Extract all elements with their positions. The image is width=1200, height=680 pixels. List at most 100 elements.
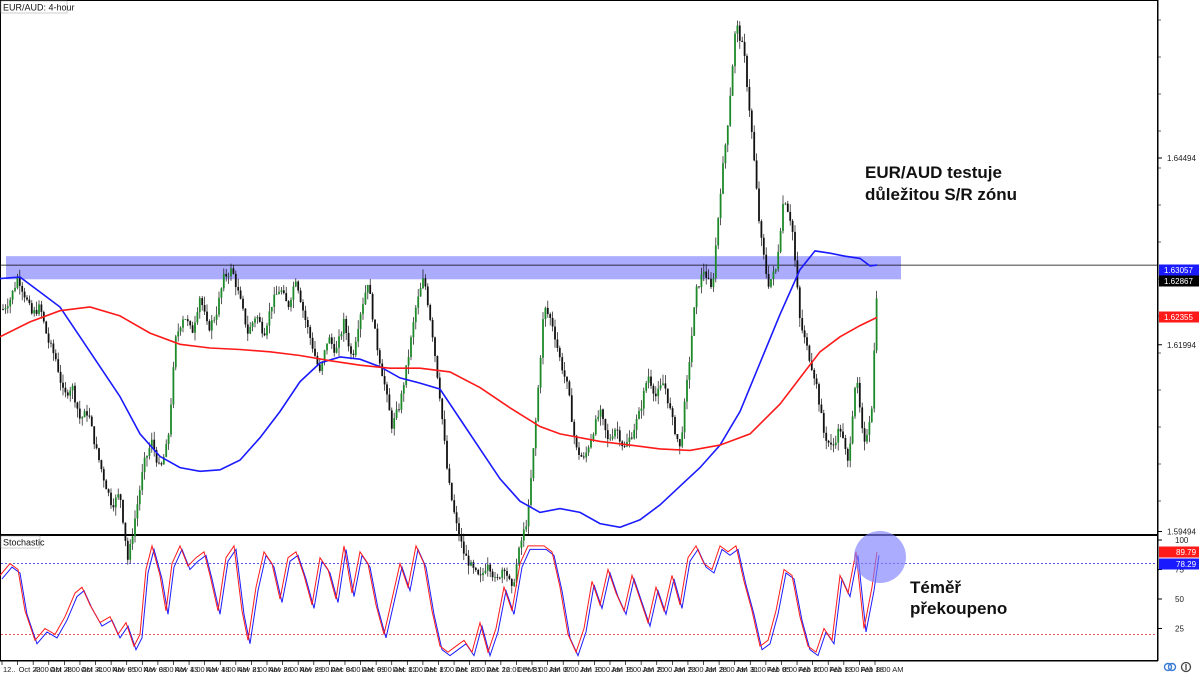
candle-body	[774, 269, 777, 272]
candle-body	[148, 448, 151, 456]
price-label-box	[1159, 311, 1199, 323]
candle-body	[743, 41, 746, 56]
x-tick-label: Jan 10	[580, 665, 603, 674]
candle-body	[11, 290, 14, 300]
candle-body	[570, 395, 573, 422]
candle-body	[273, 294, 276, 307]
candle-body	[196, 312, 199, 323]
candle-body	[342, 318, 345, 335]
candle-body	[834, 442, 837, 446]
candle-body	[628, 437, 631, 442]
candle-body	[30, 303, 33, 314]
candle-body	[78, 408, 81, 419]
candle-body	[40, 304, 43, 312]
candle-body	[18, 278, 21, 286]
candle-body	[762, 237, 765, 255]
candle-body	[614, 429, 616, 437]
candle-body	[753, 131, 756, 161]
candle-body	[477, 569, 480, 575]
candle-body	[429, 305, 432, 320]
candle-body	[215, 314, 218, 320]
candle-body	[62, 382, 64, 388]
candle-body	[292, 286, 295, 300]
link-icon[interactable]	[1163, 662, 1177, 672]
candle-body	[623, 446, 626, 447]
candle-body	[714, 245, 717, 279]
candle-body	[450, 482, 453, 501]
candle-body	[335, 347, 338, 353]
candle-body	[573, 421, 576, 436]
title-box	[0, 0, 68, 14]
candle-body	[746, 55, 748, 87]
x-tick-label: Jan 07	[549, 665, 572, 674]
candle-body	[678, 439, 681, 447]
candle-body	[856, 382, 859, 388]
candle-body	[741, 40, 744, 42]
candle-body	[189, 321, 192, 326]
candle-body	[695, 286, 698, 308]
candle-body	[249, 326, 252, 334]
candle-body	[813, 369, 816, 379]
candle-body	[542, 319, 544, 358]
candle-body	[110, 492, 112, 506]
candle-body	[513, 582, 516, 586]
y-tick-label: 1.61994	[1167, 341, 1196, 350]
candle-body	[26, 297, 28, 300]
candle-body	[374, 319, 376, 329]
candle-body	[515, 564, 518, 583]
candle-body	[198, 298, 201, 313]
x-tick-label: Nov 29	[299, 665, 323, 674]
candle-body	[520, 540, 523, 548]
candle-body	[282, 290, 285, 294]
x-tick-label: Dec 20	[455, 665, 479, 674]
candle-body	[412, 322, 415, 338]
candle-body	[498, 577, 501, 579]
candle-body	[2, 309, 4, 310]
settings-icon[interactable]	[1180, 661, 1192, 673]
candle-body	[832, 444, 835, 446]
candle-body	[294, 281, 297, 287]
candle-body	[786, 203, 789, 212]
x-tick-label: Feb 10	[798, 665, 821, 674]
annotation-line-1: EUR/AUD testuje	[865, 163, 1002, 182]
x-tick-label: 4:00 AM	[34, 665, 62, 674]
candle-body	[527, 504, 530, 527]
candle-body	[712, 278, 715, 288]
candle-body	[400, 393, 403, 410]
candle-body	[578, 447, 580, 455]
candle-body	[162, 456, 165, 465]
candle-body	[686, 379, 688, 402]
candle-body	[518, 547, 520, 565]
stoch-d-line	[1, 547, 880, 658]
candle-body	[810, 360, 813, 370]
candle-body	[460, 536, 463, 542]
candle-body	[338, 336, 340, 348]
candle-body	[491, 571, 494, 578]
candle-body	[479, 574, 482, 576]
x-tick-label: 4:00 AM	[65, 665, 93, 674]
candle-body	[302, 302, 304, 311]
candle-body	[652, 385, 655, 394]
candle-body	[779, 230, 782, 252]
x-tick-label: 4:00 AM	[190, 665, 218, 674]
candle-body	[690, 335, 693, 363]
y-tick-label: 1.59494	[1167, 528, 1196, 537]
x-tick-label: Feb 05	[767, 665, 790, 674]
candle-body	[494, 576, 496, 578]
candle-body	[304, 310, 307, 321]
x-tick-label: 4:00 AM	[97, 665, 125, 674]
candle-body	[854, 387, 856, 417]
candle-body	[436, 356, 439, 378]
candle-body	[443, 419, 446, 441]
sr-zone	[6, 256, 901, 280]
candle-body	[309, 327, 312, 338]
stochastic-panel	[0, 535, 1158, 661]
candle-body	[599, 409, 602, 417]
candle-body	[705, 271, 708, 278]
candle-body	[736, 25, 739, 34]
x-tick-label: 8:00 AM	[845, 665, 873, 674]
candle-body	[369, 284, 372, 294]
candle-body	[434, 337, 436, 357]
